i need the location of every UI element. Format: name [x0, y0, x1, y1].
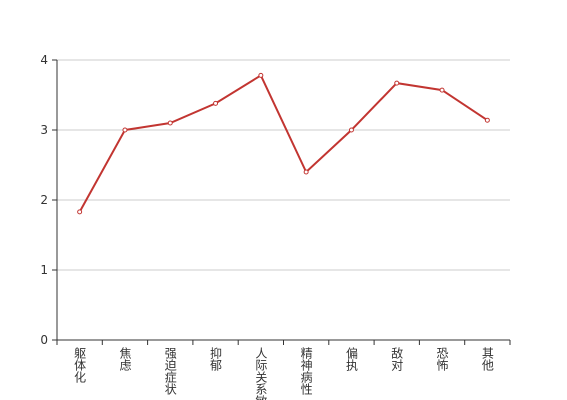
- y-tick-label: 1: [40, 263, 48, 277]
- x-tick-label: 焦虑: [118, 347, 132, 371]
- point: [348, 127, 354, 133]
- y-tick-label: 4: [40, 53, 48, 67]
- point: [484, 117, 490, 123]
- x-tick-label: 精神病性: [299, 347, 313, 396]
- point: [122, 127, 128, 133]
- point: [167, 120, 173, 126]
- x-tick-label: 抑郁: [209, 346, 223, 372]
- x-tick-label: 躯体化: [73, 346, 87, 384]
- y-tick-label: 0: [40, 333, 48, 347]
- point: [258, 72, 264, 78]
- x-tick-label: 其他: [480, 347, 494, 371]
- line: [78, 73, 488, 213]
- x-tick-label: 强迫症状: [163, 347, 177, 395]
- x-tick-label: 恐怖: [435, 347, 449, 371]
- point: [439, 87, 445, 93]
- point: [77, 209, 83, 215]
- x-tick-label: 敌对: [390, 346, 404, 371]
- x-tick-label: 偏执: [344, 346, 358, 372]
- y-tick-label: 3: [40, 123, 48, 137]
- point: [303, 169, 309, 175]
- point: [394, 80, 400, 86]
- point: [213, 100, 219, 106]
- x-tick-label: 人际关系敏感: [254, 347, 268, 400]
- y-tick-label: 2: [40, 193, 48, 207]
